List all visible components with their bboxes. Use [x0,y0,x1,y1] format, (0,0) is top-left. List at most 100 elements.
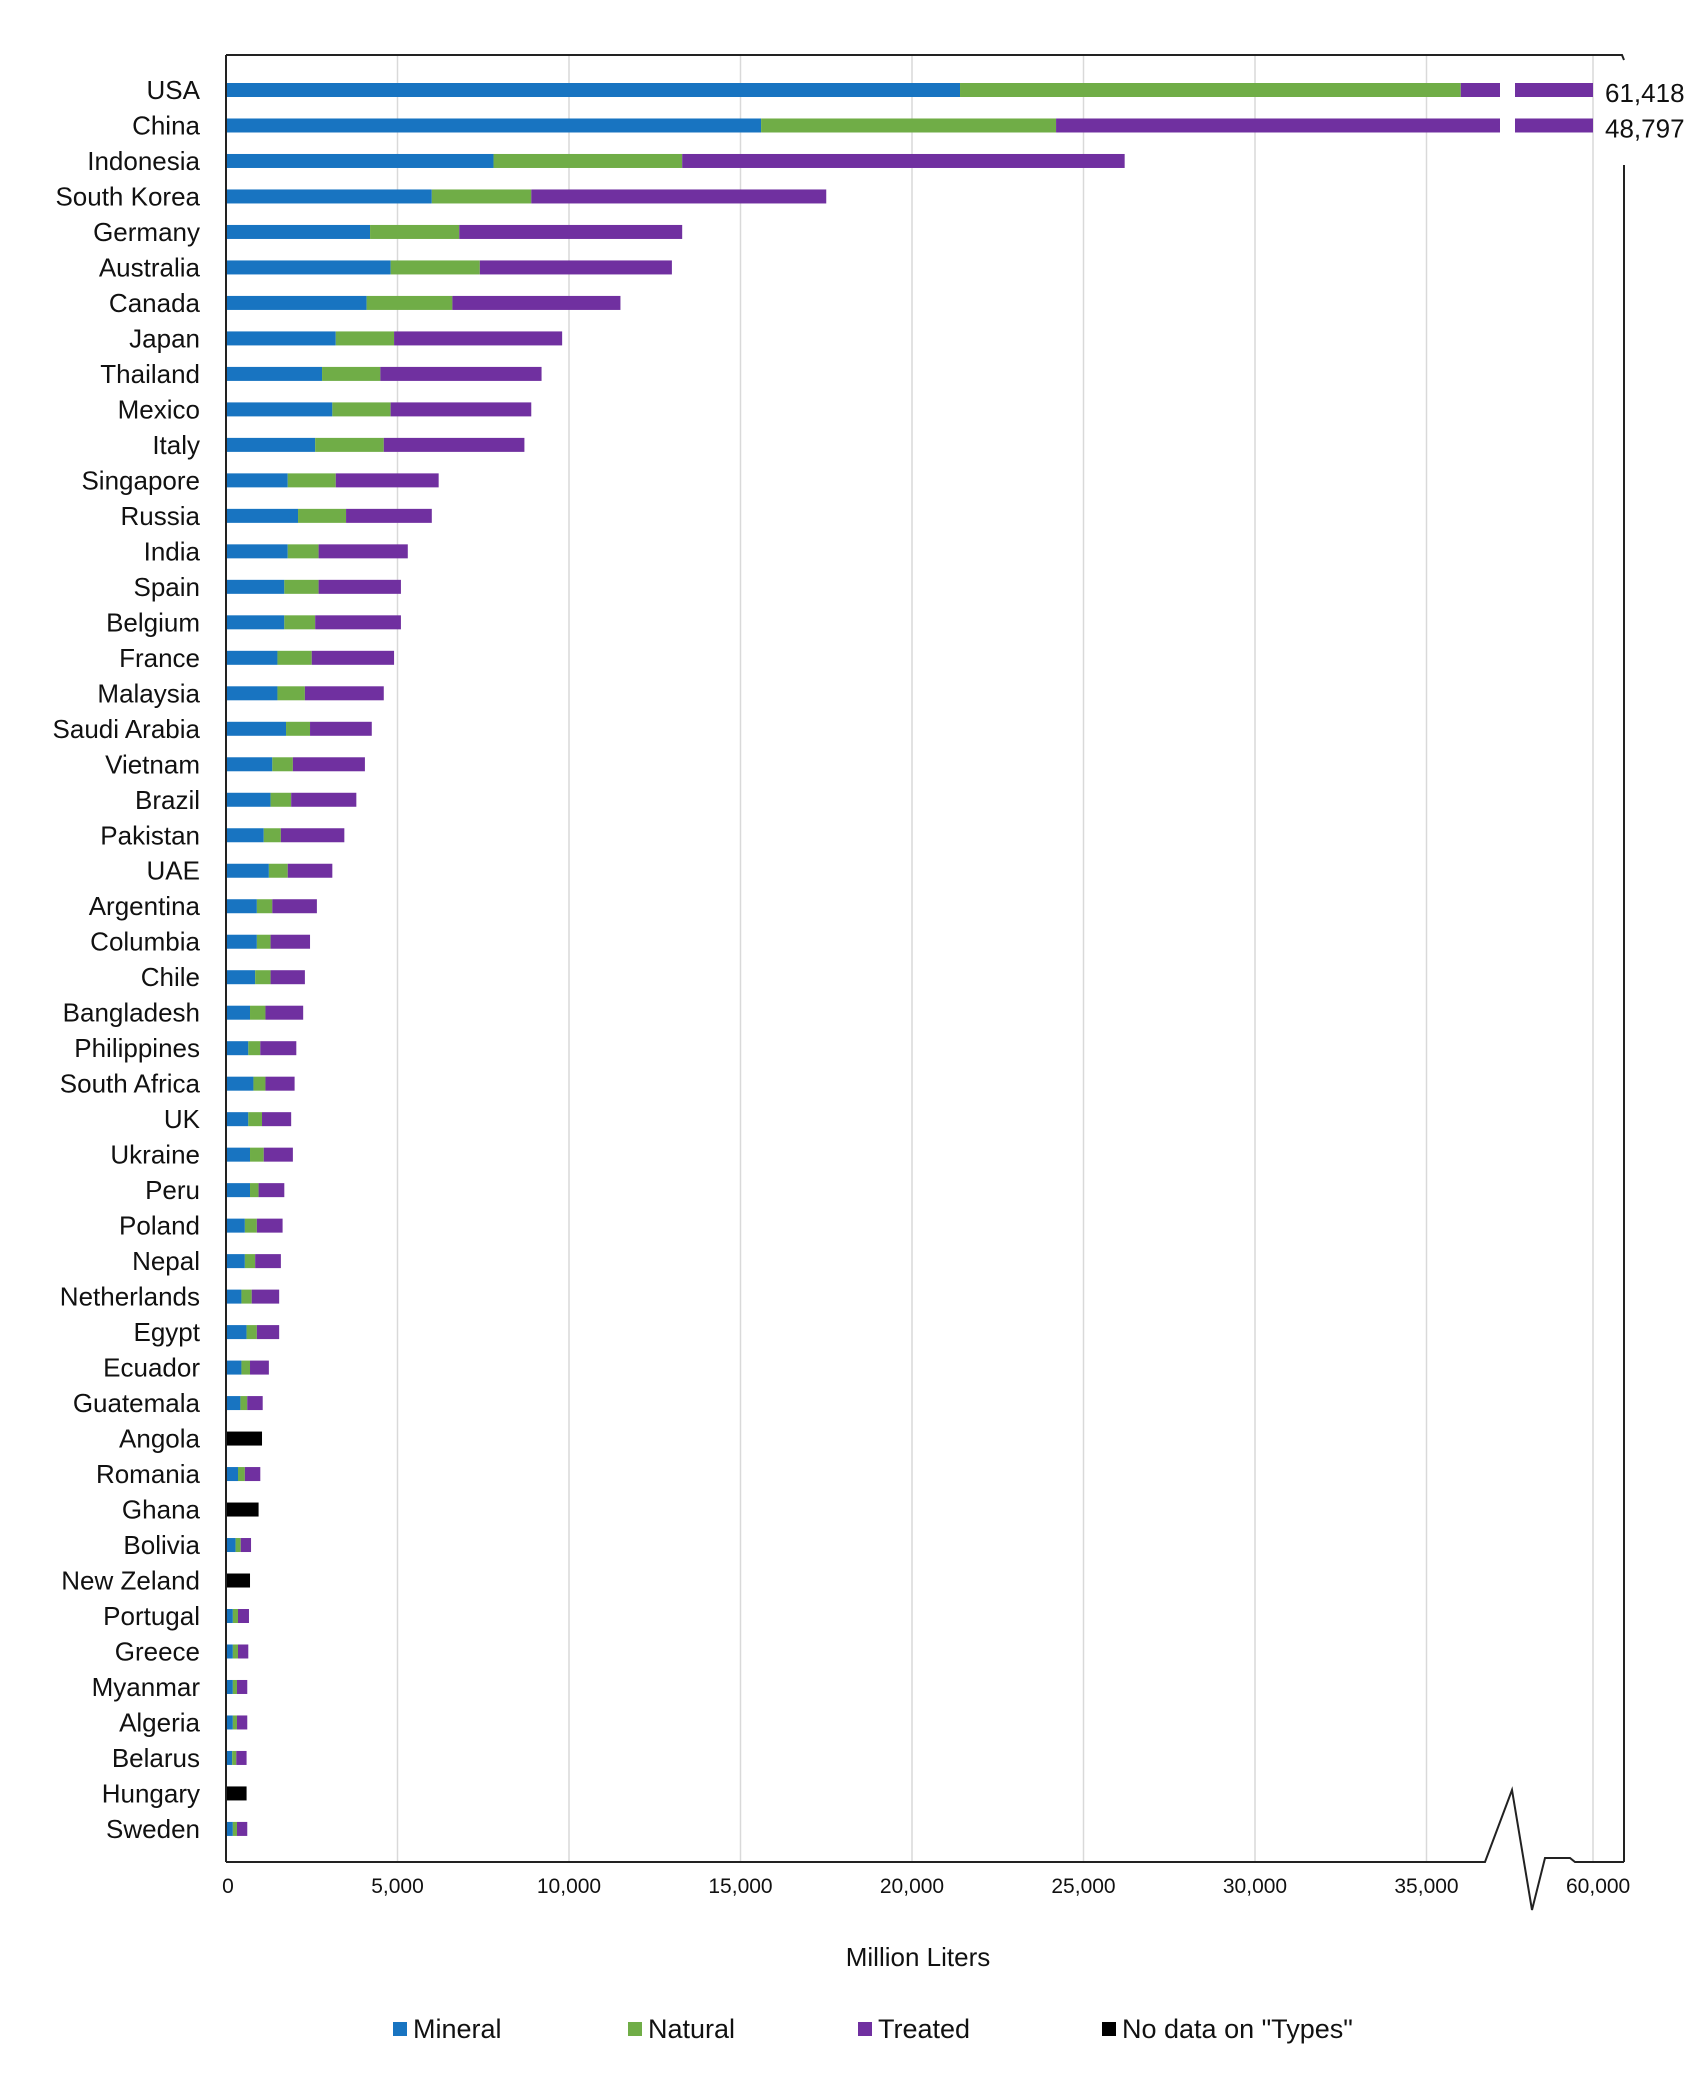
x-axis-break-line [226,1786,1624,1911]
x-tick-label: 15,000 [708,1875,772,1898]
legend-swatch [1102,2022,1116,2036]
legend-swatch [628,2022,642,2036]
category-labels: USA China Indonesia South Korea Germany Austr… [53,75,201,1844]
x-tick-label: 60,000 [1566,1875,1630,1898]
bar-segment [226,1644,233,1659]
legend-label: Natural [648,2014,735,2044]
bar-segment [226,1041,249,1056]
bar-segment [226,1112,249,1127]
category-label: USA [147,75,201,105]
bar-segment [226,402,333,417]
bar-segment [479,260,672,275]
bar-segment [291,792,357,807]
category-label: Spain [134,572,201,602]
bar-segment [346,508,432,523]
bar-segment [238,1609,249,1624]
bar-segment [250,1360,269,1375]
bar-segment [236,1750,247,1765]
category-label: Guatemala [73,1388,201,1418]
bar-segment [287,863,333,878]
category-label: Brazil [135,785,200,815]
category-label: Germany [93,217,200,247]
bar-segment [240,1538,252,1553]
bar-segment [238,1644,249,1659]
bar-segment [226,934,257,949]
bar-segment [280,828,345,843]
bar-segment [383,437,525,452]
bar-segment [226,686,278,701]
bar-segment [226,1005,251,1020]
bar-segment [265,1005,304,1020]
bar-segment-after-break [1515,83,1593,97]
bar-segment [226,1715,233,1730]
bar-segment [226,579,285,594]
category-label: Netherlands [60,1282,200,1312]
bar-segment [258,1183,285,1198]
x-tick-label: 0 [222,1875,234,1898]
bar-segment [304,686,384,701]
category-label: Australia [99,252,201,282]
category-label: Argentina [89,891,201,921]
bar-segment [244,1218,257,1233]
bar-segment [311,650,395,665]
legend-swatch [858,2022,872,2036]
category-label: Indonesia [87,146,200,176]
bar-segment [318,579,401,594]
category-label: Belgium [106,607,200,637]
category-label: Ukraine [110,1140,200,1170]
category-label: Sweden [106,1814,200,1844]
bar-segment [226,366,323,381]
bar-segment [263,1147,293,1162]
bar-segment [253,1076,266,1091]
category-label: Bolivia [123,1530,200,1560]
category-label: Bangladesh [63,998,200,1028]
bar-segment [366,295,453,310]
bar-segment [226,260,391,275]
bar-segment [241,1360,251,1375]
bar-segment [310,721,372,736]
value-annotation: 48,797 [1605,113,1685,143]
x-tick-label: 35,000 [1394,1875,1458,1898]
bar-segment [270,970,305,985]
bar-segment [226,544,288,559]
bar-segment [236,1821,248,1836]
bar-segment [226,1396,241,1411]
category-label: Greece [115,1636,200,1666]
bar-segment [272,899,317,914]
x-tick-label: 20,000 [880,1875,944,1898]
bar-segment [226,828,264,843]
bar-segment [226,721,287,736]
bar-segment [250,1183,259,1198]
bar-segment [246,1325,257,1340]
bar-segment [268,863,288,878]
bar-segment [226,1325,247,1340]
legend-label: Treated [878,2014,970,2044]
legend: Mineral Natural Treated No data on "Types" [393,2014,1353,2044]
bar-segment-after-break [1515,118,1593,133]
category-label: South Africa [60,1069,201,1099]
bar-segment [232,1609,239,1624]
bar-segment [232,1679,237,1694]
bar-segment [452,295,621,310]
bar-segment [682,153,1125,168]
category-label: South Korea [55,181,200,211]
category-label: Columbia [90,927,200,957]
bar-segment [286,721,311,736]
bar-segment [226,1821,233,1836]
bar-segment [277,686,305,701]
category-label: France [119,643,200,673]
category-label: China [132,110,200,140]
category-label: Myanmar [92,1672,201,1702]
bar-segment [226,331,336,346]
x-axis-title: Million Liters [846,1942,991,1972]
bar-segment [322,366,381,381]
bar-segment [390,260,480,275]
bar-segment [287,473,336,488]
category-label: Pakistan [100,820,200,850]
bar-segment [226,224,371,239]
bar-segment [531,189,827,204]
bar-segment [256,1218,283,1233]
bar-segment [226,1538,236,1553]
bar-segment [226,1218,245,1233]
